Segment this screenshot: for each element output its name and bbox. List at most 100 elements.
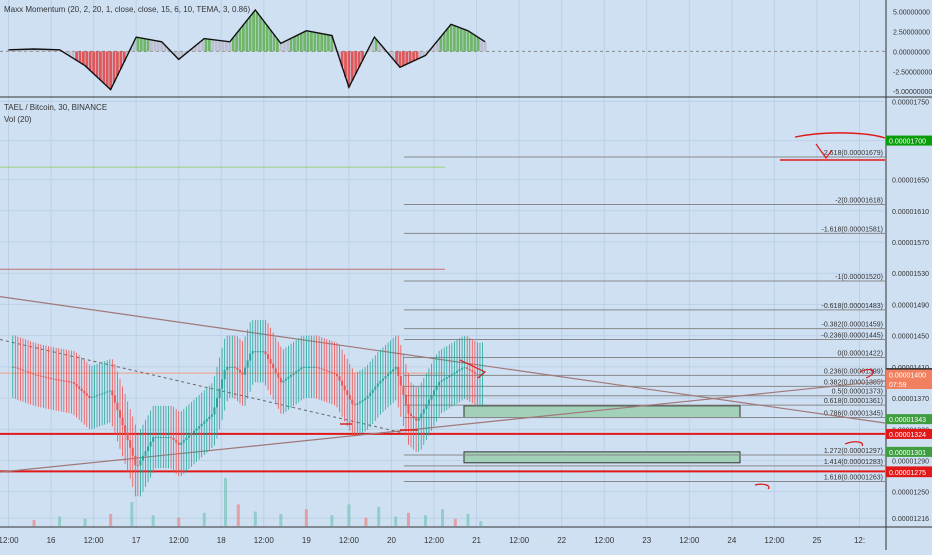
candle-body (321, 368, 323, 369)
momentum-bar (256, 12, 259, 51)
candle-body (114, 395, 116, 402)
volume-bar (330, 515, 333, 526)
candle-body (257, 351, 259, 352)
fib-level-label: 1.272(0.00001297) (824, 448, 883, 455)
candle-body (78, 386, 80, 388)
candle-body (267, 354, 269, 359)
momentum-bar (157, 41, 160, 51)
candle-body (106, 391, 108, 392)
momentum-bar (109, 51, 112, 89)
candle-body (219, 389, 221, 398)
candle-body (346, 390, 348, 395)
volume-bar (454, 519, 457, 526)
y-tick-label: 0.00001290 (892, 458, 929, 465)
candle-body (226, 367, 228, 370)
candle-body (25, 371, 27, 372)
candle-body (451, 374, 453, 376)
candle-body (474, 372, 476, 374)
candle-body (229, 367, 231, 368)
candle-body (175, 440, 177, 442)
candle-body (418, 418, 420, 420)
candle-body (372, 390, 374, 393)
candle-body (364, 399, 366, 401)
candle-body (208, 417, 210, 419)
candle-body (14, 367, 16, 368)
candle-body (436, 386, 438, 391)
candle-body (213, 407, 215, 414)
support-zone-box (464, 452, 740, 463)
x-tick-label: 23 (642, 536, 651, 545)
candle-body (58, 379, 60, 380)
fib-level-label: -0.236(0.00001445) (822, 333, 884, 340)
candle-body (96, 395, 98, 396)
candle-body (382, 379, 384, 381)
symbol-title: TAEL / Bitcoin, 30, BINANCE (4, 103, 107, 112)
candle-body (328, 371, 330, 372)
candle-body (469, 369, 471, 371)
candle-body (35, 374, 37, 375)
momentum-bar (279, 43, 282, 51)
indicator-y-tick-label: 0.00000000 (893, 49, 930, 56)
candle-body (290, 375, 292, 377)
candle-body (395, 367, 397, 369)
momentum-bar (252, 12, 255, 51)
volume-bar (394, 516, 397, 526)
momentum-bar (327, 35, 330, 52)
momentum-bar (463, 29, 466, 51)
candle-body (93, 396, 95, 397)
candle-body (287, 377, 289, 379)
fib-level-label: 1.414(0.00001283) (824, 459, 883, 466)
volume-bar (33, 520, 36, 526)
candle-body (132, 448, 134, 456)
candle-body (12, 367, 14, 368)
candle-body (37, 375, 39, 376)
momentum-bar (348, 51, 351, 87)
candle-body (402, 386, 404, 395)
candle-body (407, 404, 409, 413)
candle-body (224, 370, 226, 379)
y-tick-label: 0.00001490 (892, 302, 929, 309)
momentum-bar (412, 51, 415, 61)
momentum-bar (85, 51, 88, 67)
candle-body (428, 400, 430, 405)
candle-body (111, 391, 113, 396)
candle-body (155, 437, 157, 438)
candle-body (198, 426, 200, 428)
candle-body (339, 376, 341, 381)
candle-body (116, 403, 118, 410)
momentum-bar (150, 40, 153, 51)
candle-body (173, 438, 175, 440)
candle-body (308, 367, 310, 368)
momentum-bar (470, 33, 473, 51)
candle-body (129, 440, 131, 447)
x-tick-label: 12:00 (0, 536, 19, 545)
candle-body (19, 369, 21, 370)
momentum-bar (242, 25, 245, 52)
y-tick-label: 0.00001570 (892, 240, 929, 247)
momentum-bar (201, 40, 204, 51)
candle-body (476, 374, 478, 375)
momentum-bar (259, 17, 262, 52)
x-tick-label: 18 (217, 536, 226, 545)
candle-body (377, 383, 379, 386)
momentum-bar (82, 51, 85, 64)
volume-bar (364, 518, 367, 526)
candle-body (413, 416, 415, 418)
candle-body (351, 400, 353, 405)
candle-body (443, 379, 445, 381)
x-tick-label: 12:00 (339, 536, 360, 545)
candle-body (88, 396, 90, 398)
candle-body (83, 391, 85, 393)
momentum-bar (113, 51, 116, 82)
candle-body (42, 376, 44, 377)
candle-body (341, 381, 343, 386)
candle-body (50, 378, 52, 379)
x-tick-label: 20 (387, 536, 396, 545)
candle-body (349, 395, 351, 400)
candle-body (231, 367, 233, 368)
candle-body (81, 389, 83, 391)
candle-body (336, 374, 338, 376)
candle-body (73, 382, 75, 384)
